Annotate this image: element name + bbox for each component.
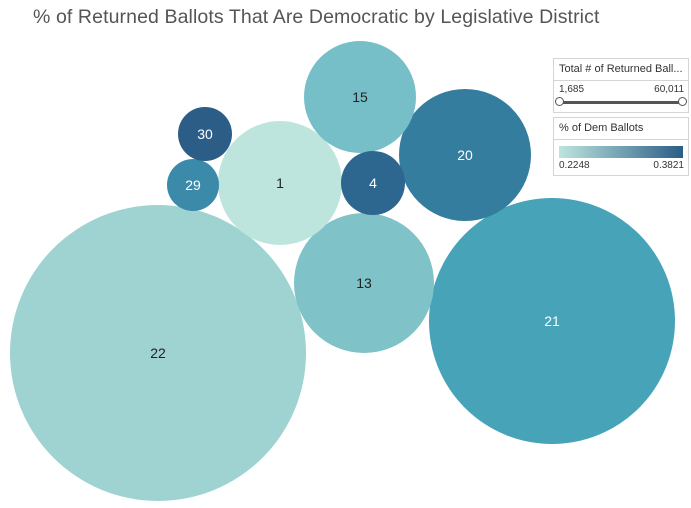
bubble-district-15[interactable]	[304, 41, 416, 153]
bubble-label: 4	[369, 175, 377, 191]
bubble-district-4[interactable]	[341, 151, 405, 215]
bubble-district-22[interactable]	[10, 205, 306, 501]
bubble-label: 22	[150, 345, 166, 361]
bubble-label: 15	[352, 89, 368, 105]
bubble-label: 21	[544, 313, 560, 329]
bubble-label: 13	[356, 275, 372, 291]
size-legend-title: Total # of Returned Ball...	[559, 63, 683, 75]
size-legend-min: 1,685	[559, 84, 585, 95]
bubble-district-13[interactable]	[294, 213, 434, 353]
bubble-district-1[interactable]	[218, 121, 342, 245]
size-legend-max: 60,011	[654, 84, 684, 95]
bubble-district-20[interactable]	[399, 89, 531, 221]
bubble-label: 20	[457, 147, 473, 163]
legend-divider	[554, 80, 688, 81]
legend-divider	[554, 139, 688, 140]
bubble-label: 1	[276, 175, 284, 191]
color-legend-title: % of Dem Ballots	[559, 122, 644, 134]
chart-title: % of Returned Ballots That Are Democrati…	[33, 6, 600, 28]
size-range-track[interactable]	[559, 101, 684, 104]
bubble-district-21[interactable]	[429, 198, 675, 444]
color-legend[interactable]: % of Dem Ballots 0.2248 0.3821	[553, 117, 689, 176]
bubble-district-30[interactable]	[178, 107, 232, 161]
color-legend-min: 0.2248	[559, 160, 590, 171]
bubble-district-29[interactable]	[167, 159, 219, 211]
color-legend-max: 0.3821	[653, 160, 684, 171]
size-range-min-handle[interactable]	[555, 97, 564, 106]
size-range-max-handle[interactable]	[678, 97, 687, 106]
bubble-label: 30	[197, 126, 213, 142]
size-legend[interactable]: Total # of Returned Ball... 1,685 60,011	[553, 58, 689, 113]
color-ramp	[559, 146, 683, 158]
bubble-label: 29	[185, 177, 201, 193]
